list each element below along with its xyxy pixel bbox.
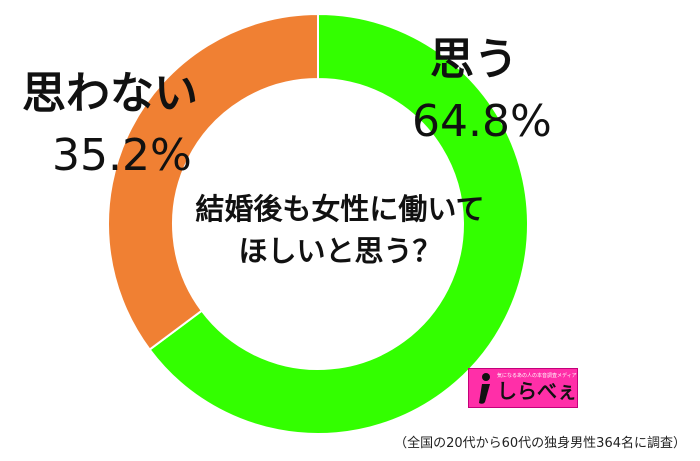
donut-slice-1 bbox=[107, 12, 319, 351]
slice-label-agree: 思う bbox=[430, 34, 518, 85]
chart-question-line1: 結婚後も女性に働いて bbox=[195, 192, 485, 226]
slice-value-disagree: 35.2% bbox=[52, 130, 192, 181]
slice-value-agree: 64.8% bbox=[412, 96, 552, 147]
donut-slice-0 bbox=[148, 12, 529, 435]
logo-i-mark-icon bbox=[479, 373, 490, 404]
chart-question: 結婚後も女性に働いて ほしいと思う？ bbox=[170, 188, 510, 272]
chart-question-line2: ほしいと思う？ bbox=[238, 234, 442, 268]
slice-label-disagree: 思わない bbox=[22, 68, 198, 119]
survey-footnote: （全国の20代から60代の独身男性364名に調査） bbox=[394, 436, 686, 451]
logo-text: しらべぇ bbox=[497, 379, 577, 403]
shirabee-logo: 気になるあの人の本音調査メディア しらべぇ bbox=[468, 368, 578, 408]
logo-tagline: 気になるあの人の本音調査メディア bbox=[497, 373, 577, 379]
